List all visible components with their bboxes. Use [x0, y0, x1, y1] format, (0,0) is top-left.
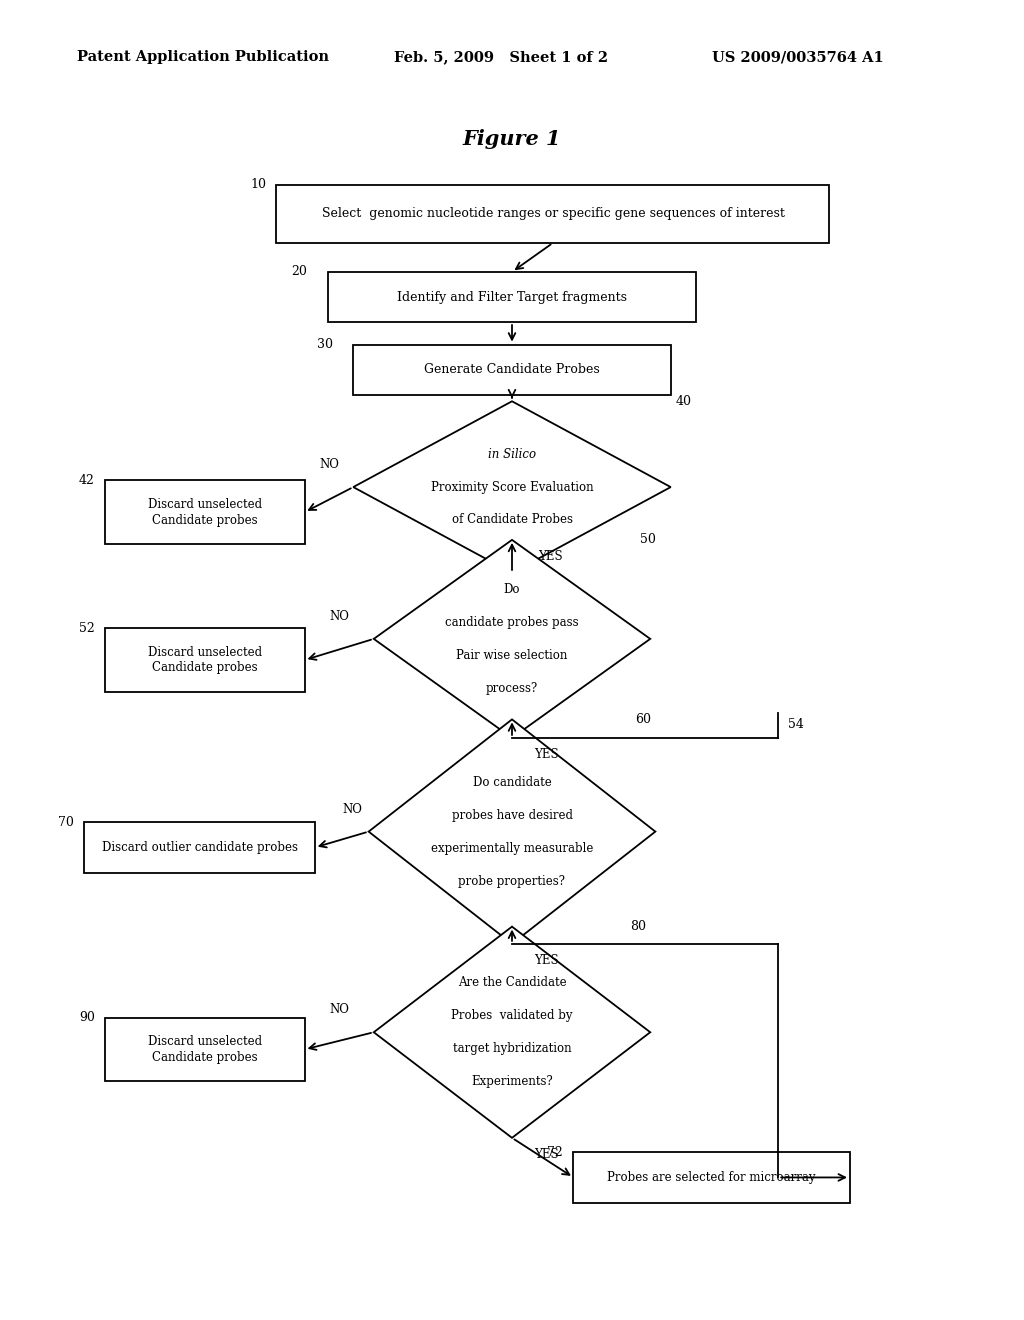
Text: YES: YES — [535, 954, 559, 968]
Polygon shape — [353, 401, 671, 573]
Text: YES: YES — [538, 550, 562, 562]
Text: 54: 54 — [788, 718, 805, 731]
FancyBboxPatch shape — [276, 185, 829, 243]
FancyBboxPatch shape — [105, 480, 305, 544]
FancyBboxPatch shape — [573, 1152, 850, 1203]
FancyBboxPatch shape — [105, 1018, 305, 1081]
Text: Are the Candidate: Are the Candidate — [458, 977, 566, 989]
FancyBboxPatch shape — [328, 272, 696, 322]
Text: 30: 30 — [316, 338, 333, 351]
Text: Proximity Score Evaluation: Proximity Score Evaluation — [431, 480, 593, 494]
Text: probe properties?: probe properties? — [459, 875, 565, 887]
FancyBboxPatch shape — [84, 822, 315, 873]
Text: Pair wise selection: Pair wise selection — [457, 649, 567, 661]
Text: US 2009/0035764 A1: US 2009/0035764 A1 — [712, 50, 884, 65]
Text: Discard unselected
Candidate probes: Discard unselected Candidate probes — [147, 498, 262, 527]
Polygon shape — [369, 719, 655, 944]
Text: 90: 90 — [79, 1011, 95, 1024]
Text: Patent Application Publication: Patent Application Publication — [77, 50, 329, 65]
Text: 20: 20 — [291, 265, 307, 279]
Text: 42: 42 — [79, 474, 95, 487]
Text: NO: NO — [342, 803, 361, 816]
Text: Identify and Filter Target fragments: Identify and Filter Target fragments — [397, 290, 627, 304]
Text: 50: 50 — [640, 533, 656, 546]
Text: target hybridization: target hybridization — [453, 1043, 571, 1055]
Text: NO: NO — [330, 610, 349, 623]
Text: experimentally measurable: experimentally measurable — [431, 842, 593, 854]
Text: Do: Do — [504, 583, 520, 595]
Text: Discard outlier candidate probes: Discard outlier candidate probes — [101, 841, 298, 854]
FancyBboxPatch shape — [353, 345, 671, 395]
Polygon shape — [374, 540, 650, 738]
Text: Figure 1: Figure 1 — [463, 128, 561, 149]
Text: NO: NO — [330, 1003, 349, 1016]
Text: Probes are selected for microarray: Probes are selected for microarray — [607, 1171, 816, 1184]
Text: Discard unselected
Candidate probes: Discard unselected Candidate probes — [147, 1035, 262, 1064]
Text: Discard unselected
Candidate probes: Discard unselected Candidate probes — [147, 645, 262, 675]
Text: of Candidate Probes: of Candidate Probes — [452, 513, 572, 527]
Text: probes have desired: probes have desired — [452, 809, 572, 821]
Text: 70: 70 — [58, 816, 75, 829]
Text: Do candidate: Do candidate — [473, 776, 551, 788]
Text: Experiments?: Experiments? — [471, 1076, 553, 1088]
Text: 52: 52 — [79, 622, 95, 635]
Text: 10: 10 — [250, 178, 266, 191]
Polygon shape — [374, 927, 650, 1138]
Text: 60: 60 — [635, 713, 651, 726]
Text: candidate probes pass: candidate probes pass — [445, 616, 579, 628]
Text: Probes  validated by: Probes validated by — [452, 1010, 572, 1022]
Text: NO: NO — [319, 458, 339, 471]
FancyBboxPatch shape — [105, 628, 305, 692]
Text: YES: YES — [535, 748, 559, 762]
Text: Generate Candidate Probes: Generate Candidate Probes — [424, 363, 600, 376]
Text: Feb. 5, 2009   Sheet 1 of 2: Feb. 5, 2009 Sheet 1 of 2 — [394, 50, 608, 65]
Text: in Silico: in Silico — [488, 447, 536, 461]
Text: Select  genomic nucleotide ranges or specific gene sequences of interest: Select genomic nucleotide ranges or spec… — [322, 207, 784, 220]
Text: YES: YES — [535, 1148, 559, 1162]
Text: process?: process? — [485, 682, 539, 694]
Text: 40: 40 — [676, 395, 692, 408]
Text: 80: 80 — [630, 920, 646, 933]
Text: 72: 72 — [548, 1146, 563, 1159]
